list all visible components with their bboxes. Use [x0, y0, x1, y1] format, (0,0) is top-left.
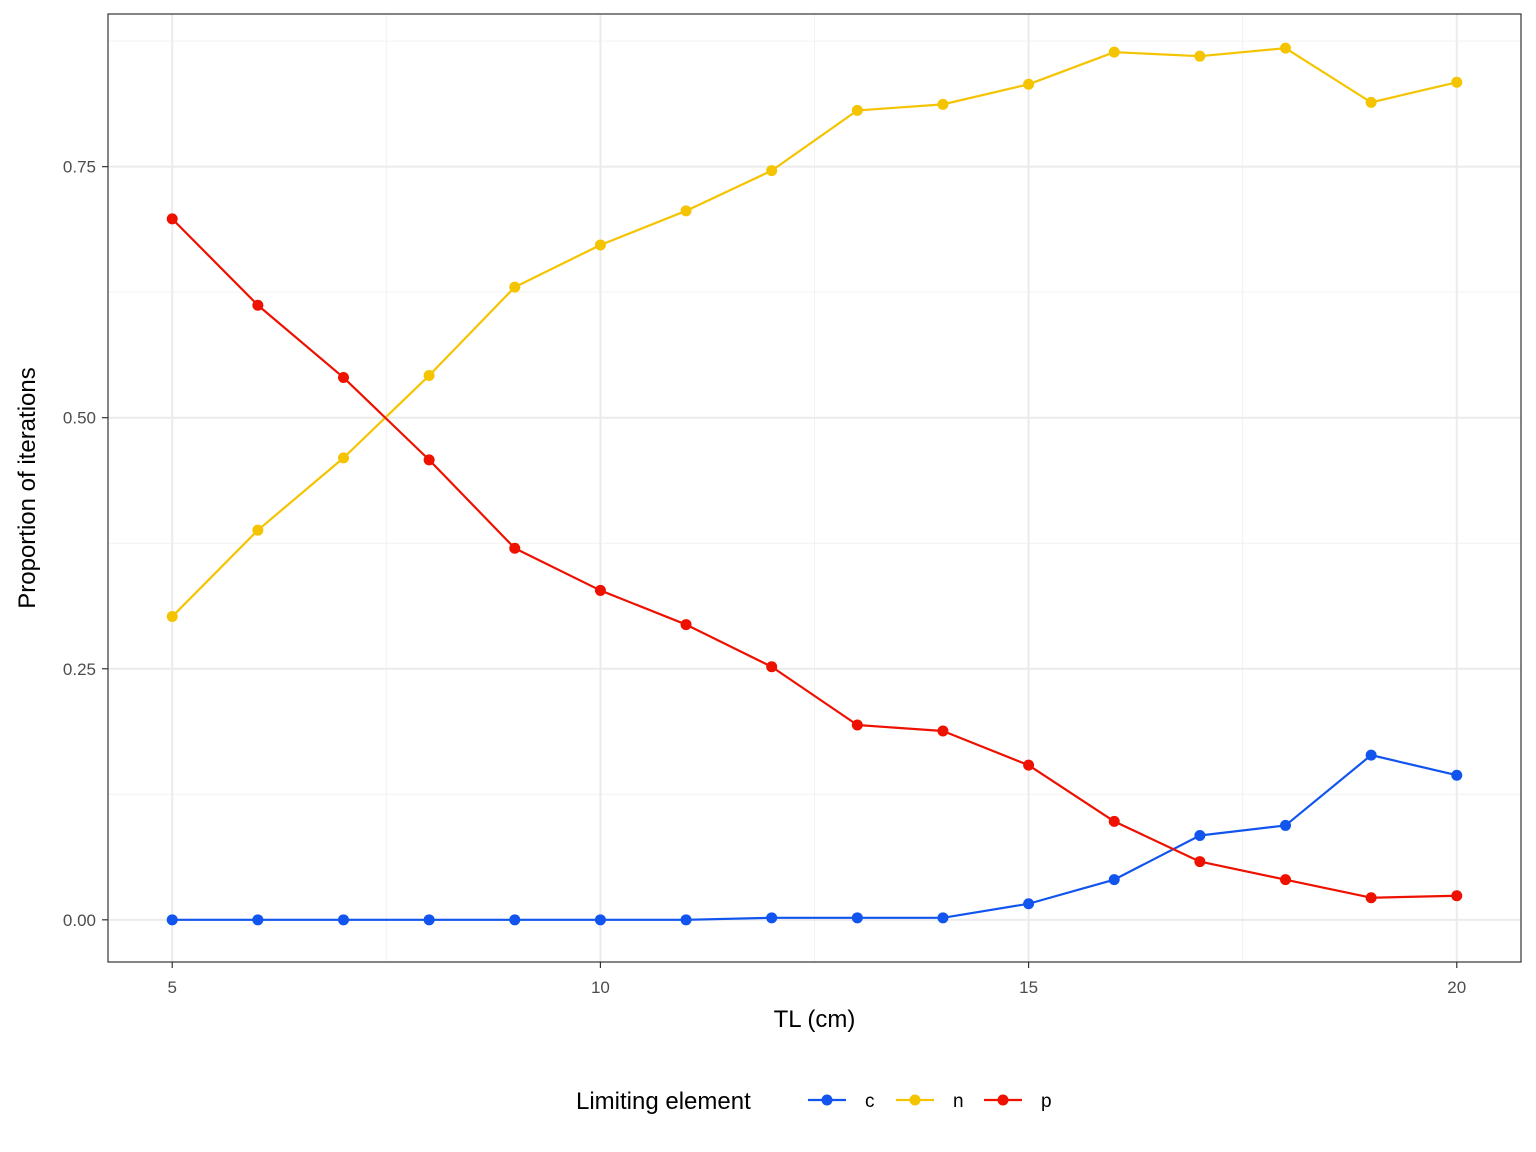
grid-lines: [108, 14, 1521, 962]
data-point-p: [252, 299, 264, 311]
data-point-c: [937, 912, 949, 924]
data-point-n: [166, 611, 178, 623]
data-point-c: [509, 914, 521, 926]
data-point-n: [851, 104, 863, 116]
data-point-c: [1365, 749, 1377, 761]
data-point-c: [594, 914, 606, 926]
data-point-n: [252, 524, 264, 536]
y-axis-title: Proportion of iterations: [14, 367, 41, 608]
legend-key-point: [821, 1094, 833, 1106]
data-point-n: [766, 165, 778, 177]
series-line-c: [172, 754, 1458, 921]
legend: Limiting element c n p: [576, 1088, 1052, 1115]
data-point-p: [1365, 892, 1377, 904]
data-point-n: [680, 205, 692, 217]
x-tick-label: 5: [167, 978, 176, 997]
series-c: [166, 749, 1463, 926]
legend-title: Limiting element: [576, 1088, 751, 1115]
data-point-c: [1194, 829, 1206, 841]
data-point-n: [1023, 78, 1035, 90]
y-tick-label: 0.50: [63, 409, 96, 428]
plot-border: [107, 13, 1522, 963]
data-point-n: [1451, 76, 1463, 88]
data-point-p: [766, 661, 778, 673]
legend-item-n: n: [896, 1091, 964, 1112]
data-point-c: [1451, 769, 1463, 781]
data-point-c: [1023, 898, 1035, 910]
x-tick-label: 20: [1447, 978, 1466, 997]
y-tick-label: 0.25: [63, 660, 96, 679]
axes: 5 10 15 20 0.00 0.25 0.50 0.75: [63, 158, 1466, 997]
legend-label: p: [1041, 1091, 1052, 1112]
data-point-p: [166, 213, 178, 225]
data-point-c: [1108, 874, 1120, 886]
y-tick-label: 0.00: [63, 911, 96, 930]
legend-key-point: [997, 1094, 1009, 1106]
data-point-c: [851, 912, 863, 924]
data-point-n: [594, 239, 606, 251]
data-point-c: [680, 914, 692, 926]
data-point-c: [1280, 819, 1291, 831]
data-point-p: [423, 454, 435, 466]
legend-key-point: [909, 1094, 921, 1106]
data-point-p: [338, 372, 349, 384]
data-point-p: [1194, 856, 1206, 868]
x-tick-label: 10: [591, 978, 610, 997]
data-point-n: [423, 370, 435, 382]
data-point-p: [851, 719, 863, 731]
data-point-p: [509, 542, 521, 554]
data-point-c: [423, 914, 435, 926]
data-point-c: [338, 914, 349, 926]
series-n: [166, 42, 1463, 623]
data-point-p: [1280, 874, 1291, 886]
data-point-c: [766, 912, 778, 924]
x-axis-title: TL (cm): [774, 1006, 856, 1033]
data-point-p: [937, 725, 949, 737]
legend-label: n: [953, 1091, 964, 1112]
series-layer: [166, 42, 1463, 926]
series-line-p: [171, 218, 1457, 899]
data-point-n: [1365, 96, 1377, 108]
legend-label: c: [865, 1091, 875, 1112]
data-point-n: [1108, 46, 1120, 58]
x-tick-label: 15: [1019, 978, 1038, 997]
legend-item-c: c: [808, 1091, 875, 1112]
data-point-n: [937, 98, 949, 110]
y-tick-label: 0.75: [63, 158, 96, 177]
data-point-p: [1108, 815, 1120, 827]
data-point-p: [1451, 890, 1463, 902]
data-point-c: [166, 914, 178, 926]
data-point-p: [1023, 759, 1035, 771]
data-point-p: [594, 584, 606, 596]
data-point-n: [509, 281, 521, 293]
series-line-n: [171, 47, 1458, 618]
series-p: [166, 213, 1463, 904]
data-point-n: [338, 452, 349, 464]
data-point-c: [252, 914, 264, 926]
data-point-n: [1194, 50, 1206, 62]
data-point-p: [680, 619, 692, 631]
legend-item-p: p: [984, 1091, 1052, 1112]
data-point-n: [1280, 42, 1291, 54]
